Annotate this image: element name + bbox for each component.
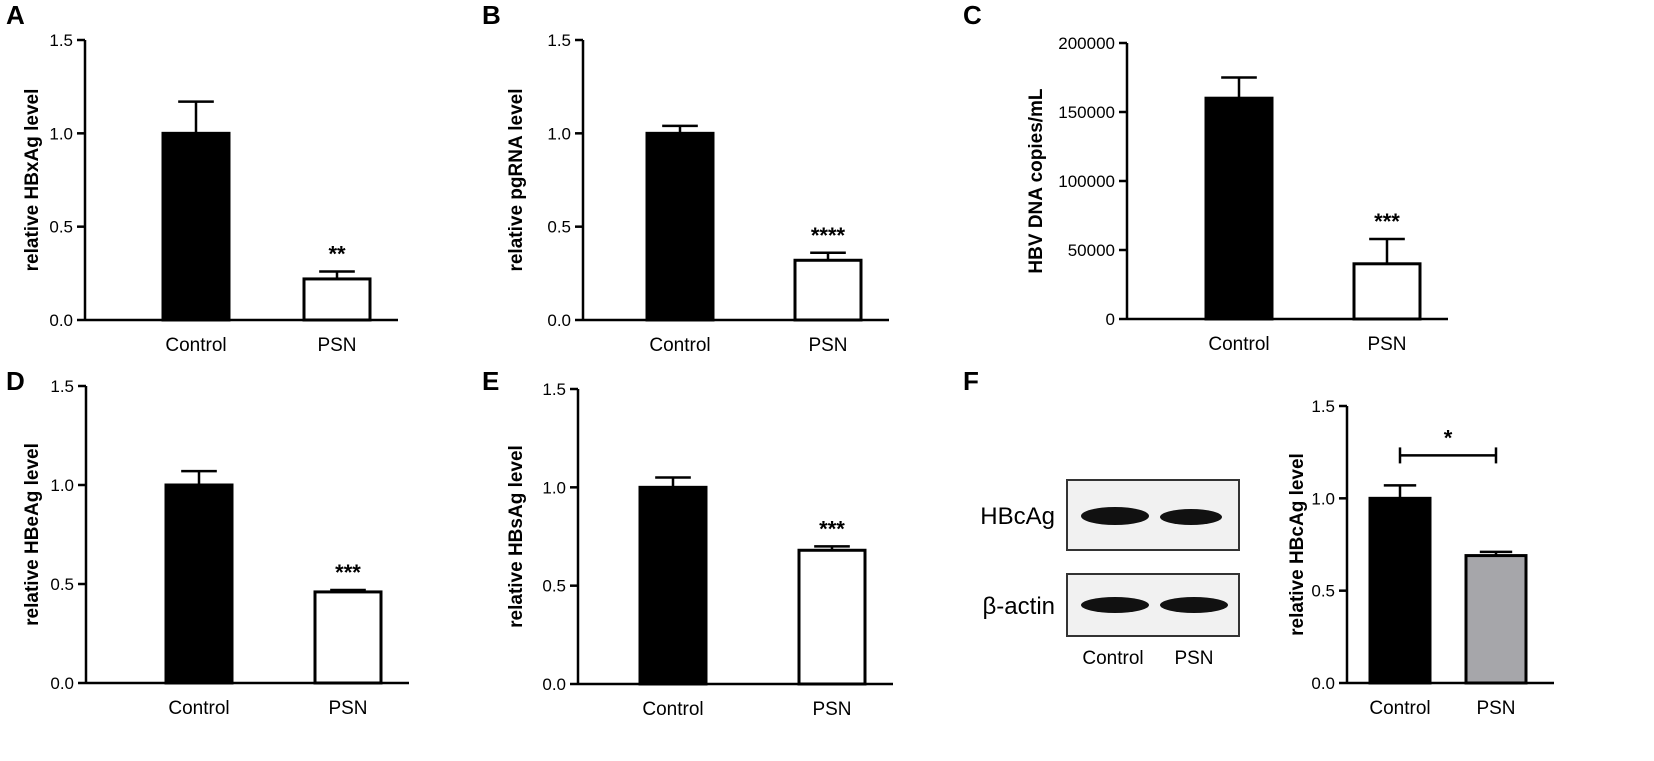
y-tick-label: 1.0 [1311,489,1335,508]
chart-c: 0 50000 100000 150000 200000 HBV DNA copies/m… [1026,34,1448,355]
y-tick-label: 0.0 [1311,674,1335,693]
y-tick-label: 200000 [1058,34,1115,53]
bar [161,131,231,322]
panel-letter-d: D [6,366,25,396]
significance-label: *** [1374,209,1400,234]
blot-row-label-actin: β-actin [983,593,1056,620]
chart-b: 0.0 0.5 1.0 1.5 relative pgRNA level Control P… [506,31,889,356]
category-label: PSN [808,335,847,356]
category-label: Control [165,335,226,356]
category-label: PSN [1367,334,1406,355]
blot-band [1160,597,1228,613]
significance-label: *** [819,516,845,541]
blot-row-label-hbcag: HBcAg [980,503,1055,530]
y-tick-label: 0.5 [49,218,73,237]
chart-a: 0.0 0.5 1.0 1.5 relative HBxAg level Control P… [22,31,398,356]
bar [302,277,372,322]
y-tick-label: 0.5 [547,218,571,237]
bar [1204,96,1274,321]
western-blot: HBcAg β-actin Control PSN [980,479,1240,669]
category-label: Control [1369,698,1430,719]
y-axis-label: relative HBcAg level [1287,453,1308,636]
panel-letter-e: E [482,366,499,396]
blot-band [1081,507,1149,525]
category-label: PSN [1476,698,1515,719]
y-tick-label: 0.0 [50,674,74,693]
category-label: Control [642,699,703,720]
y-tick-label: 0.0 [542,675,566,694]
significance-label: **** [811,223,846,248]
y-tick-label: 1.5 [50,377,74,396]
blot-band [1081,597,1149,613]
category-label: PSN [812,699,851,720]
y-tick-label: 1.0 [542,478,566,497]
chart-e: 0.0 0.5 1.0 1.5 relative HBsAg level Control P… [506,380,893,720]
y-tick-label: 1.0 [49,124,73,143]
y-axis-label: HBV DNA copies/mL [1026,88,1047,273]
y-tick-label: 1.5 [1311,397,1335,416]
blot-band [1160,509,1222,525]
panel-letter-c: C [963,0,982,30]
bar [1368,496,1432,685]
y-tick-label: 0.0 [49,311,73,330]
bar [638,485,708,686]
y-tick-label: 100000 [1058,172,1115,191]
y-tick-label: 1.5 [49,31,73,50]
bar [164,483,234,685]
chart-f: 0.0 0.5 1.0 1.5 relative HBcAg level Control P… [1287,397,1554,719]
y-tick-label: 1.5 [542,380,566,399]
blot-lane-label-psn: PSN [1174,648,1213,669]
category-label: Control [649,335,710,356]
significance-label: * [1444,425,1453,450]
y-tick-label: 0 [1106,310,1115,329]
y-tick-label: 0.5 [50,575,74,594]
category-label: Control [1208,334,1269,355]
category-label: PSN [317,335,356,356]
bar [793,258,863,322]
y-tick-label: 0.5 [1311,582,1335,601]
bar [645,131,715,322]
y-tick-label: 150000 [1058,103,1115,122]
panel-letter-a: A [6,0,25,30]
significance-label: ** [328,241,346,266]
bar [1352,262,1422,321]
bar [1464,554,1528,685]
chart-d: 0.0 0.5 1.0 1.5 relative HBeAg level Control P… [22,377,409,719]
bar [797,548,867,686]
y-tick-label: 50000 [1068,241,1115,260]
y-axis-label: relative HBxAg level [22,89,43,272]
panel-letter-f: F [963,366,979,396]
panel-letter-b: B [482,0,501,30]
blot-lane-label-control: Control [1082,648,1143,669]
category-label: Control [168,698,229,719]
y-axis-label: relative HBeAg level [22,443,43,626]
significance-label: *** [335,560,361,585]
y-axis-label: relative HBsAg level [506,445,527,628]
y-tick-label: 1.0 [50,476,74,495]
y-tick-label: 1.0 [547,124,571,143]
category-label: PSN [328,698,367,719]
y-axis-label: relative pgRNA level [506,88,527,271]
y-tick-label: 0.0 [547,311,571,330]
y-tick-label: 0.5 [542,577,566,596]
bar [313,590,383,685]
y-tick-label: 1.5 [547,31,571,50]
